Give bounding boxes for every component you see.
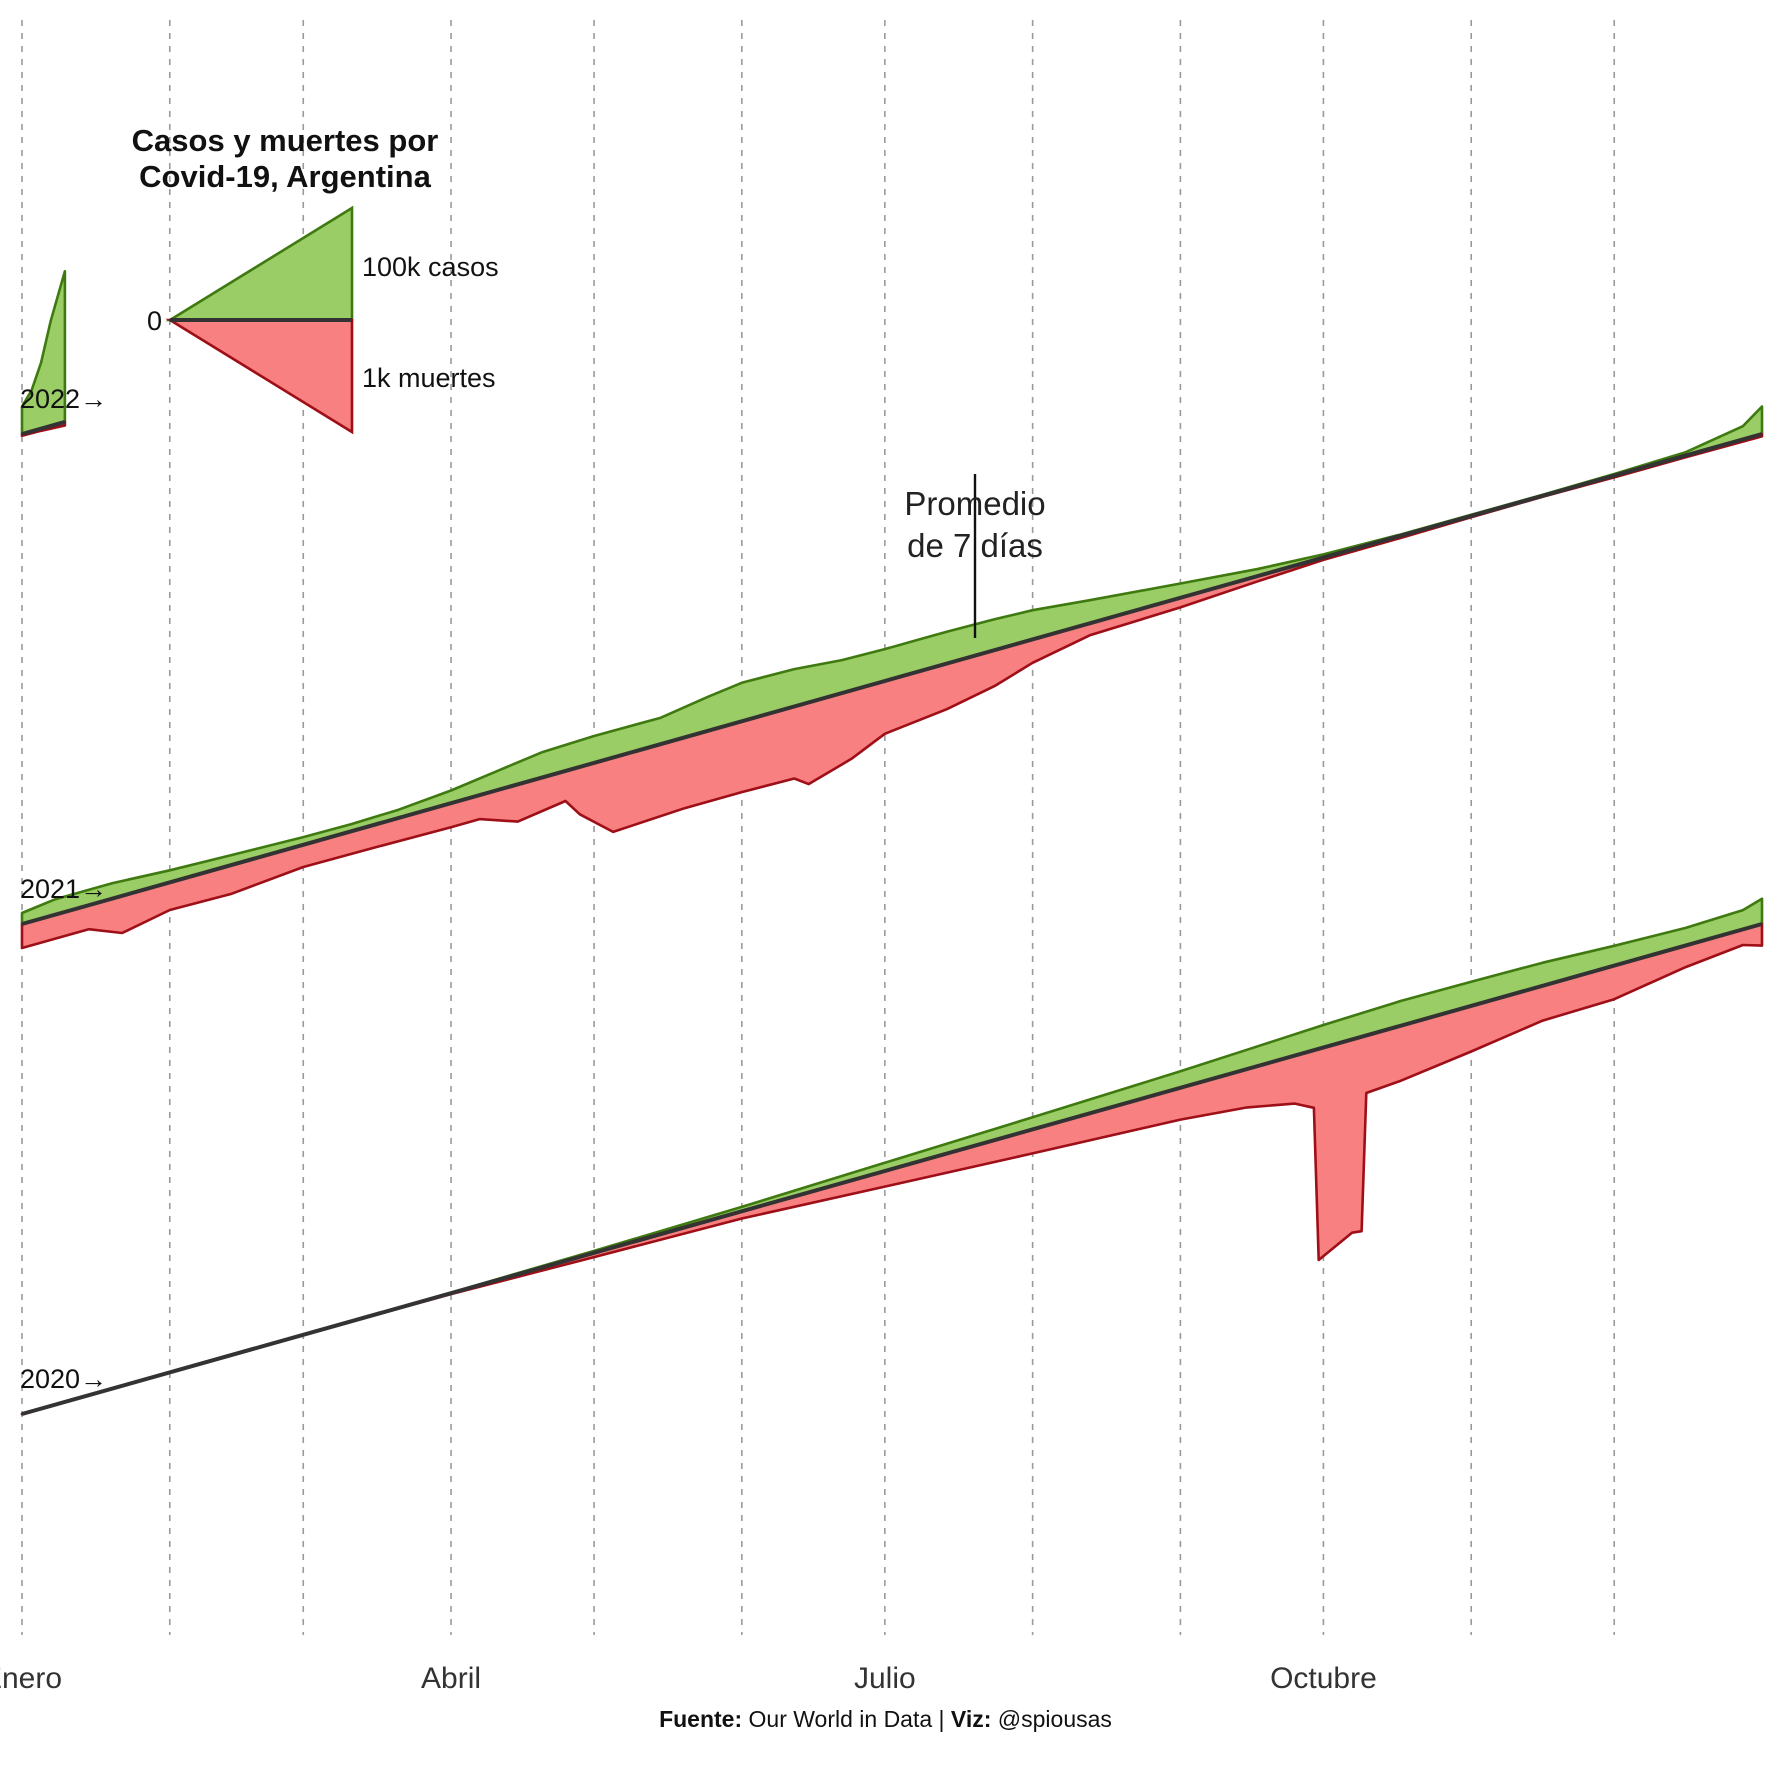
- year-label-2020: 2020→: [20, 1364, 107, 1394]
- caption: Fuente: Our World in Data | Viz: @spious…: [0, 1706, 1771, 1733]
- year-labels: 2020→ 2021→ 2022→: [20, 384, 107, 1394]
- baseline-2022: [21, 419, 66, 436]
- x-tick-label: Julio: [854, 1662, 916, 1695]
- baseline-2020: [21, 922, 1763, 1416]
- legend-cases-swatch: [165, 205, 354, 322]
- x-tick-label: Octubre: [1270, 1662, 1377, 1695]
- annotation-line2: de 7 días: [907, 527, 1043, 564]
- caption-viz-label: Viz:: [950, 1706, 992, 1732]
- caption-source-value: Our World in Data: [748, 1706, 933, 1732]
- legend-title-line1: Casos y muertes por: [132, 123, 439, 158]
- legend-zero-label: 0: [147, 306, 162, 336]
- year-label-2022: 2022→: [20, 384, 107, 414]
- legend-deaths-swatch: [165, 318, 354, 435]
- annotation-line1: Promedio: [904, 485, 1045, 522]
- legend-deaths-label: 1k muertes: [362, 363, 496, 393]
- caption-viz-value: @spiousas: [997, 1706, 1112, 1732]
- year-label-2021: 2021→: [20, 874, 107, 904]
- legend: Casos y muertes por Covid-19, Argentina …: [132, 123, 499, 435]
- annotation: Promedio de 7 días: [904, 474, 1046, 638]
- gridlines: [21, 20, 1616, 1635]
- caption-separator: |: [938, 1706, 945, 1732]
- baseline-2021: [21, 432, 1763, 926]
- legend-title-line2: Covid-19, Argentina: [139, 159, 431, 194]
- cases-area-2021: [20, 405, 1764, 926]
- month-tick-labels: Enero Abril Julio Octubre: [0, 1662, 1377, 1695]
- x-tick-label: Abril: [421, 1662, 481, 1695]
- cases-area-2020: [20, 897, 1764, 1416]
- x-tick-label: Enero: [0, 1662, 62, 1695]
- series-areas: [20, 269, 1764, 1416]
- legend-cases-label: 100k casos: [362, 252, 499, 282]
- deaths-area-2021: [20, 432, 1764, 950]
- year-baselines: [21, 419, 1763, 1416]
- caption-source-label: Fuente:: [659, 1706, 743, 1732]
